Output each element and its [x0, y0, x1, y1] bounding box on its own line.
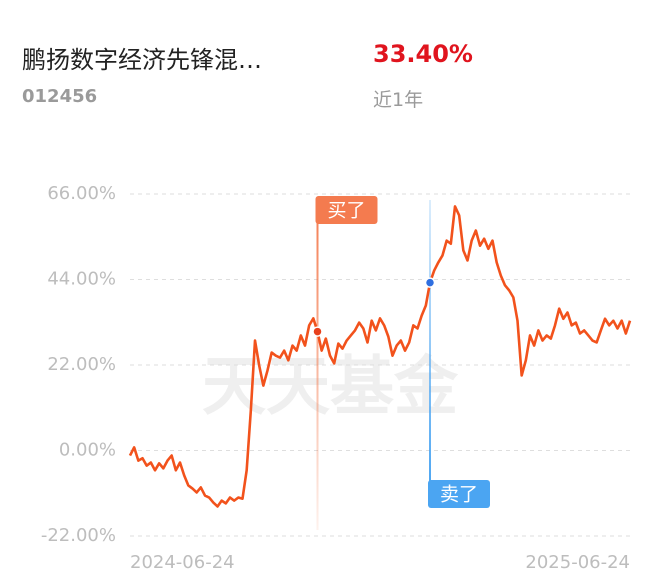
series-line [128, 205, 632, 508]
watermark: 天天基金 [202, 350, 459, 425]
trade-label: 卖了 [440, 484, 478, 506]
trade-point [312, 326, 323, 337]
y-tick-label: 22.00% [47, 354, 116, 375]
y-tick-label: 66.00% [47, 183, 116, 204]
x-tick-label: 2024-06-24 [130, 552, 235, 573]
x-tick-label: 2025-06-24 [525, 552, 630, 573]
y-tick-label: -22.00% [41, 525, 116, 546]
fund-code: 012456 [22, 86, 98, 107]
trade-label-box [315, 196, 378, 224]
trade-label: 买了 [327, 200, 365, 222]
period: 近1年 [373, 89, 424, 111]
trade-label-box [428, 480, 490, 508]
marker-line [316, 200, 319, 530]
fund-name: 鹏扬数字经济先锋混… [22, 46, 262, 74]
trade-point [424, 277, 436, 288]
y-tick-label: 0.00% [59, 440, 116, 461]
marker-line [429, 200, 431, 490]
y-tick-label: 44.00% [47, 269, 116, 290]
fund-return: 33.40% [373, 40, 473, 68]
